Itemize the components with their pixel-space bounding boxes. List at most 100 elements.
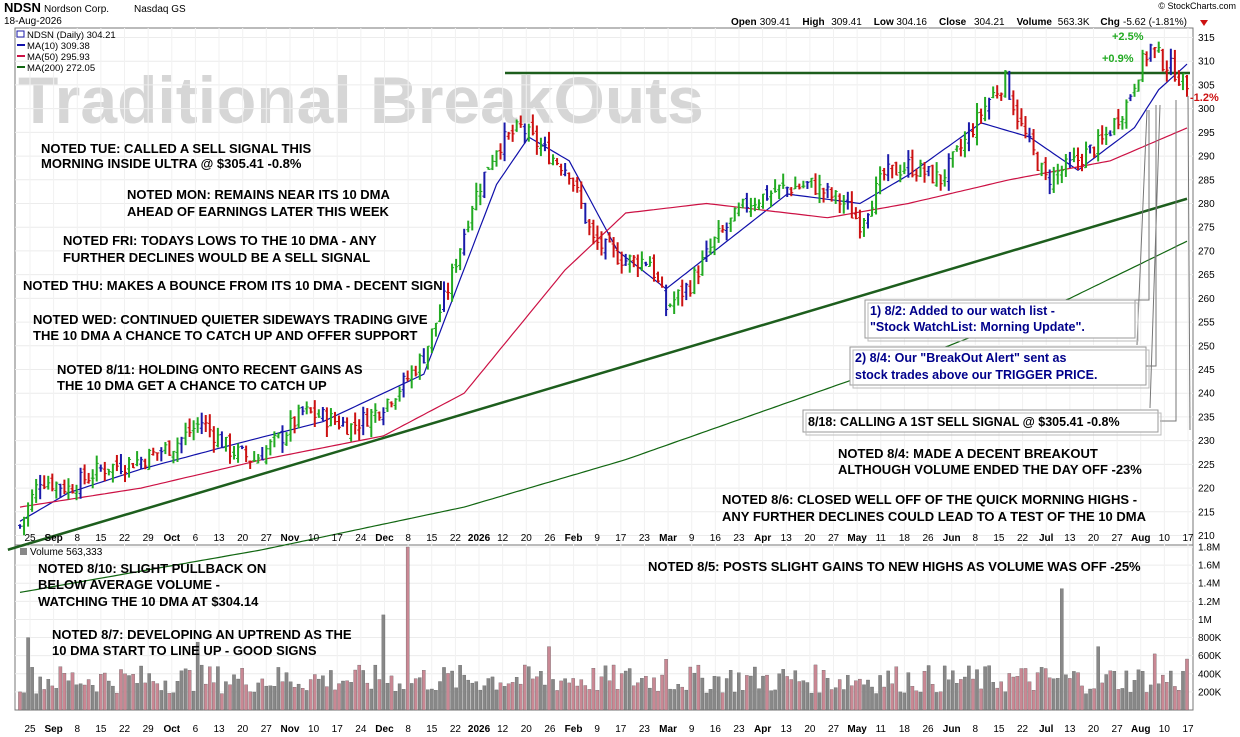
x-tick-label: 23 — [733, 724, 745, 735]
volume-bar — [123, 673, 127, 711]
price-bar — [615, 242, 620, 265]
price-bar — [728, 217, 733, 233]
x-tick-label: 17 — [615, 533, 627, 544]
volume-bar — [22, 692, 26, 711]
price-bar — [256, 453, 261, 464]
price-bar — [405, 370, 410, 382]
volume-bar — [797, 681, 802, 711]
price-bar — [805, 181, 810, 189]
x-tick-label: 22 — [1017, 533, 1029, 544]
volume-bar — [1019, 668, 1024, 711]
x-tick-label: 6 — [193, 724, 199, 735]
price-bar — [983, 96, 988, 122]
volume-tick-label: 600K — [1198, 651, 1222, 662]
price-bar — [401, 372, 406, 398]
price-bar — [700, 250, 705, 276]
volume-bar — [1148, 684, 1153, 711]
x-tick-label: 25 — [24, 533, 36, 544]
callout-boxes: 1) 8/2: Added to our watch list - "Stock… — [802, 95, 1191, 436]
volume-bar — [458, 665, 462, 711]
price-bar — [1015, 99, 1020, 130]
price-bar — [70, 484, 75, 494]
volume-bar — [724, 678, 729, 711]
volume-bar — [70, 672, 75, 711]
volume-bar — [268, 685, 273, 711]
volume-bar — [212, 682, 216, 711]
company-name: Nordson Corp. — [44, 4, 109, 15]
volume-bar — [482, 685, 487, 711]
volume-bar — [187, 670, 192, 711]
price-bar — [938, 174, 943, 191]
volume-bar — [615, 689, 620, 711]
volume-bar — [926, 665, 931, 711]
x-tick-label: May — [847, 724, 867, 735]
callout-2-line-2: stock trades above our TRIGGER PRICE. — [855, 368, 1097, 382]
price-bar — [748, 197, 753, 217]
x-tick-label: 20 — [804, 724, 816, 735]
volume-bar — [1116, 689, 1121, 711]
volume-bar — [337, 683, 341, 711]
volume-bar — [817, 692, 822, 711]
price-bar — [292, 416, 297, 434]
note-line: NOTED THU: MAKES A BOUNCE FROM ITS 10 DM… — [23, 278, 443, 293]
price-bar — [672, 291, 677, 315]
volume-bar — [656, 690, 660, 711]
price-bar — [236, 443, 241, 463]
note-line: THE 10 DMA A CHANCE TO CATCH UP AND OFFE… — [33, 328, 418, 343]
price-bar — [1132, 83, 1137, 97]
price-bar — [761, 193, 766, 209]
price-bar — [1136, 79, 1141, 92]
volume-bar — [434, 690, 438, 711]
volume-bar — [296, 683, 301, 711]
price-bar — [514, 119, 519, 132]
x-tick-label: 26 — [544, 724, 556, 735]
price-bar — [215, 427, 220, 448]
price-bar — [898, 164, 903, 183]
x-tick-label: 8 — [405, 724, 411, 735]
volume-tick-label: 1.8M — [1198, 543, 1220, 554]
price-bar — [1051, 166, 1056, 193]
x-tick-label: 22 — [450, 533, 462, 544]
price-bar — [409, 365, 414, 389]
price-bar — [244, 445, 249, 463]
price-bar — [526, 123, 531, 142]
volume-bar — [894, 666, 899, 711]
volume-bar — [1177, 690, 1181, 711]
note-line: BELOW AVERAGE VOLUME - — [38, 577, 220, 592]
price-bar — [845, 191, 850, 210]
dropdown-arrow-icon[interactable] — [1200, 20, 1208, 26]
volume-bar — [1140, 671, 1145, 711]
x-tick-label: Mar — [659, 533, 677, 544]
volume-bar — [595, 690, 600, 711]
note-line: ANY FURTHER DECLINES COULD LEAD TO A TES… — [722, 509, 1147, 524]
ohlc-label: Chg — [1100, 17, 1119, 28]
price-bar — [159, 447, 164, 462]
price-bar — [563, 162, 568, 177]
price-bar — [797, 183, 802, 190]
x-tick-label: Jun — [943, 724, 961, 735]
price-bar — [191, 420, 196, 441]
price-bar — [732, 207, 737, 222]
price-bar — [175, 437, 180, 462]
price-bar — [248, 460, 253, 469]
volume-bar — [401, 689, 406, 711]
volume-bar — [232, 674, 236, 711]
y-tick-label: 220 — [1198, 484, 1215, 495]
volume-bar — [1003, 691, 1008, 711]
volume-bar — [716, 676, 721, 711]
volume-bar — [878, 675, 882, 711]
price-bar — [1168, 48, 1173, 76]
price-bar — [894, 161, 899, 176]
volume-bar — [240, 668, 244, 711]
price-bar — [425, 345, 430, 370]
y-tick-label: 285 — [1198, 175, 1215, 186]
price-bar — [575, 176, 580, 193]
volume-bar — [478, 689, 483, 711]
pct-label-mid: +0.9% — [1102, 53, 1134, 65]
x-tick-label: 17 — [1182, 724, 1194, 735]
price-bar — [914, 168, 919, 182]
x-tick-label: Nov — [281, 724, 300, 735]
volume-bar — [199, 664, 204, 711]
callout-box-1 — [864, 299, 1136, 339]
price-bar — [1164, 60, 1169, 82]
